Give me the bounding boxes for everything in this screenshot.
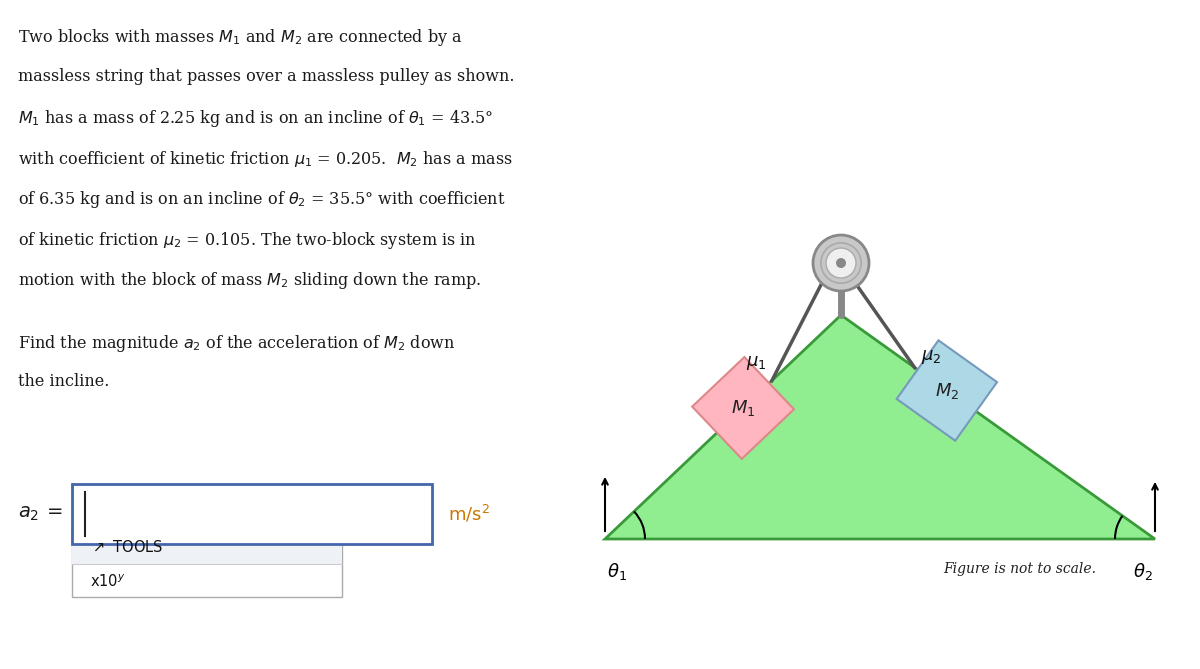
FancyBboxPatch shape xyxy=(72,484,432,544)
Text: $\mathrm{m/s}^2$: $\mathrm{m/s}^2$ xyxy=(448,504,490,524)
Text: $\mathrm{x10}^y$: $\mathrm{x10}^y$ xyxy=(90,574,126,590)
Text: of kinetic friction $\mu_2$ = 0.105. The two-block system is in: of kinetic friction $\mu_2$ = 0.105. The… xyxy=(18,229,476,250)
Text: motion with the block of mass $\mathit{M}_2$ sliding down the ramp.: motion with the block of mass $\mathit{M… xyxy=(18,270,481,291)
Text: $\mathbf{\mathit{M}}_1$: $\mathbf{\mathit{M}}_1$ xyxy=(731,398,755,418)
FancyBboxPatch shape xyxy=(896,341,997,441)
Text: with coefficient of kinetic friction $\mu_1$ = 0.205.  $\mathit{M}_2$ has a mass: with coefficient of kinetic friction $\m… xyxy=(18,149,512,169)
FancyBboxPatch shape xyxy=(692,357,794,459)
Text: of 6.35 kg and is on an incline of $\theta_2$ = 35.5° with coefficient: of 6.35 kg and is on an incline of $\the… xyxy=(18,189,505,210)
Text: $\mu_1$: $\mu_1$ xyxy=(745,354,767,372)
Text: $\theta_1$: $\theta_1$ xyxy=(607,561,626,581)
FancyBboxPatch shape xyxy=(72,529,342,565)
Text: $\mathbf{\mathit{M}}_2$: $\mathbf{\mathit{M}}_2$ xyxy=(935,381,959,401)
Circle shape xyxy=(836,258,846,268)
Text: $\theta_2$: $\theta_2$ xyxy=(1133,561,1153,581)
Text: $\mathsf{\nearrow}$ TOOLS: $\mathsf{\nearrow}$ TOOLS xyxy=(90,539,163,555)
Text: $\mu_2$: $\mu_2$ xyxy=(920,348,941,366)
Text: $a_2\,=$: $a_2\,=$ xyxy=(18,505,62,523)
Circle shape xyxy=(826,248,856,278)
Text: the incline.: the incline. xyxy=(18,373,109,390)
Text: Two blocks with masses $\mathit{M}_1$ and $\mathit{M}_2$ are connected by a: Two blocks with masses $\mathit{M}_1$ an… xyxy=(18,27,463,48)
Text: Figure is not to scale.: Figure is not to scale. xyxy=(943,562,1097,576)
Text: $\mathit{M}_1$ has a mass of 2.25 kg and is on an incline of $\theta_1$ = 43.5°: $\mathit{M}_1$ has a mass of 2.25 kg and… xyxy=(18,108,493,129)
Circle shape xyxy=(814,235,869,291)
Polygon shape xyxy=(605,315,1154,539)
Text: massless string that passes over a massless pulley as shown.: massless string that passes over a massl… xyxy=(18,68,515,84)
Text: Find the magnitude $a_2$ of the acceleration of $\mathit{M}_2$ down: Find the magnitude $a_2$ of the accelera… xyxy=(18,332,455,353)
FancyBboxPatch shape xyxy=(72,529,342,597)
